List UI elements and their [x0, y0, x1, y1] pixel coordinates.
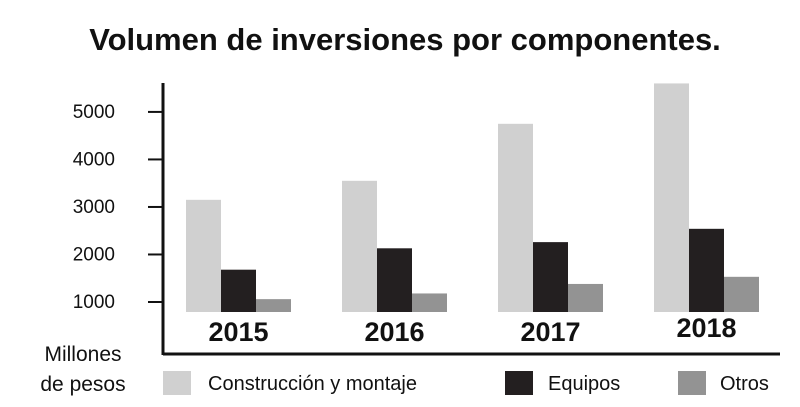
bar-otros-2015	[256, 299, 291, 312]
y-tick-label-5000: 5000	[73, 102, 115, 123]
legend-label-otros: Otros	[720, 373, 769, 395]
y-axis-ticks: 1000 2000 3000 4000 5000	[73, 102, 163, 313]
y-tick-label-4000: 4000	[73, 149, 115, 170]
x-category-2015: 2015	[208, 317, 268, 347]
bar-equipos-2017	[533, 242, 568, 312]
bar-construcción-2015	[186, 199, 221, 312]
legend-swatch-otros	[678, 371, 706, 395]
legend-label-construcción: Construcción y montaje	[208, 373, 417, 395]
y-unit-label-line-2: de pesos	[40, 373, 125, 396]
bar-otros-2018	[724, 276, 759, 312]
bars	[186, 83, 759, 313]
y-tick-label-3000: 3000	[73, 197, 115, 218]
bar-equipos-2015	[221, 269, 256, 312]
legend-swatch-equipos	[505, 371, 533, 395]
legend-label-equipos: Equipos	[548, 373, 620, 395]
bar-construcción-2017	[498, 123, 533, 312]
y-tick-label-2000: 2000	[73, 244, 115, 265]
bar-otros-2016	[412, 293, 447, 312]
x-category-2018: 2018	[676, 313, 736, 343]
x-category-2016: 2016	[364, 317, 424, 347]
bar-construcción-2016	[342, 180, 377, 312]
chart-title: Volumen de inversiones por componentes.	[89, 22, 721, 57]
y-tick-label-1000: 1000	[73, 292, 115, 313]
legend: Construcción y montaje Equipos Otros	[163, 371, 769, 395]
bar-equipos-2018	[689, 228, 724, 312]
legend-swatch-construcción	[163, 371, 191, 395]
x-axis-categories: 2015 2016 2017 2018	[208, 313, 736, 347]
x-category-2017: 2017	[520, 317, 580, 347]
y-unit-label-line-1: Millones	[44, 343, 121, 366]
bar-equipos-2016	[377, 248, 412, 312]
bar-construcción-2018	[654, 83, 689, 313]
bar-otros-2017	[568, 283, 603, 312]
